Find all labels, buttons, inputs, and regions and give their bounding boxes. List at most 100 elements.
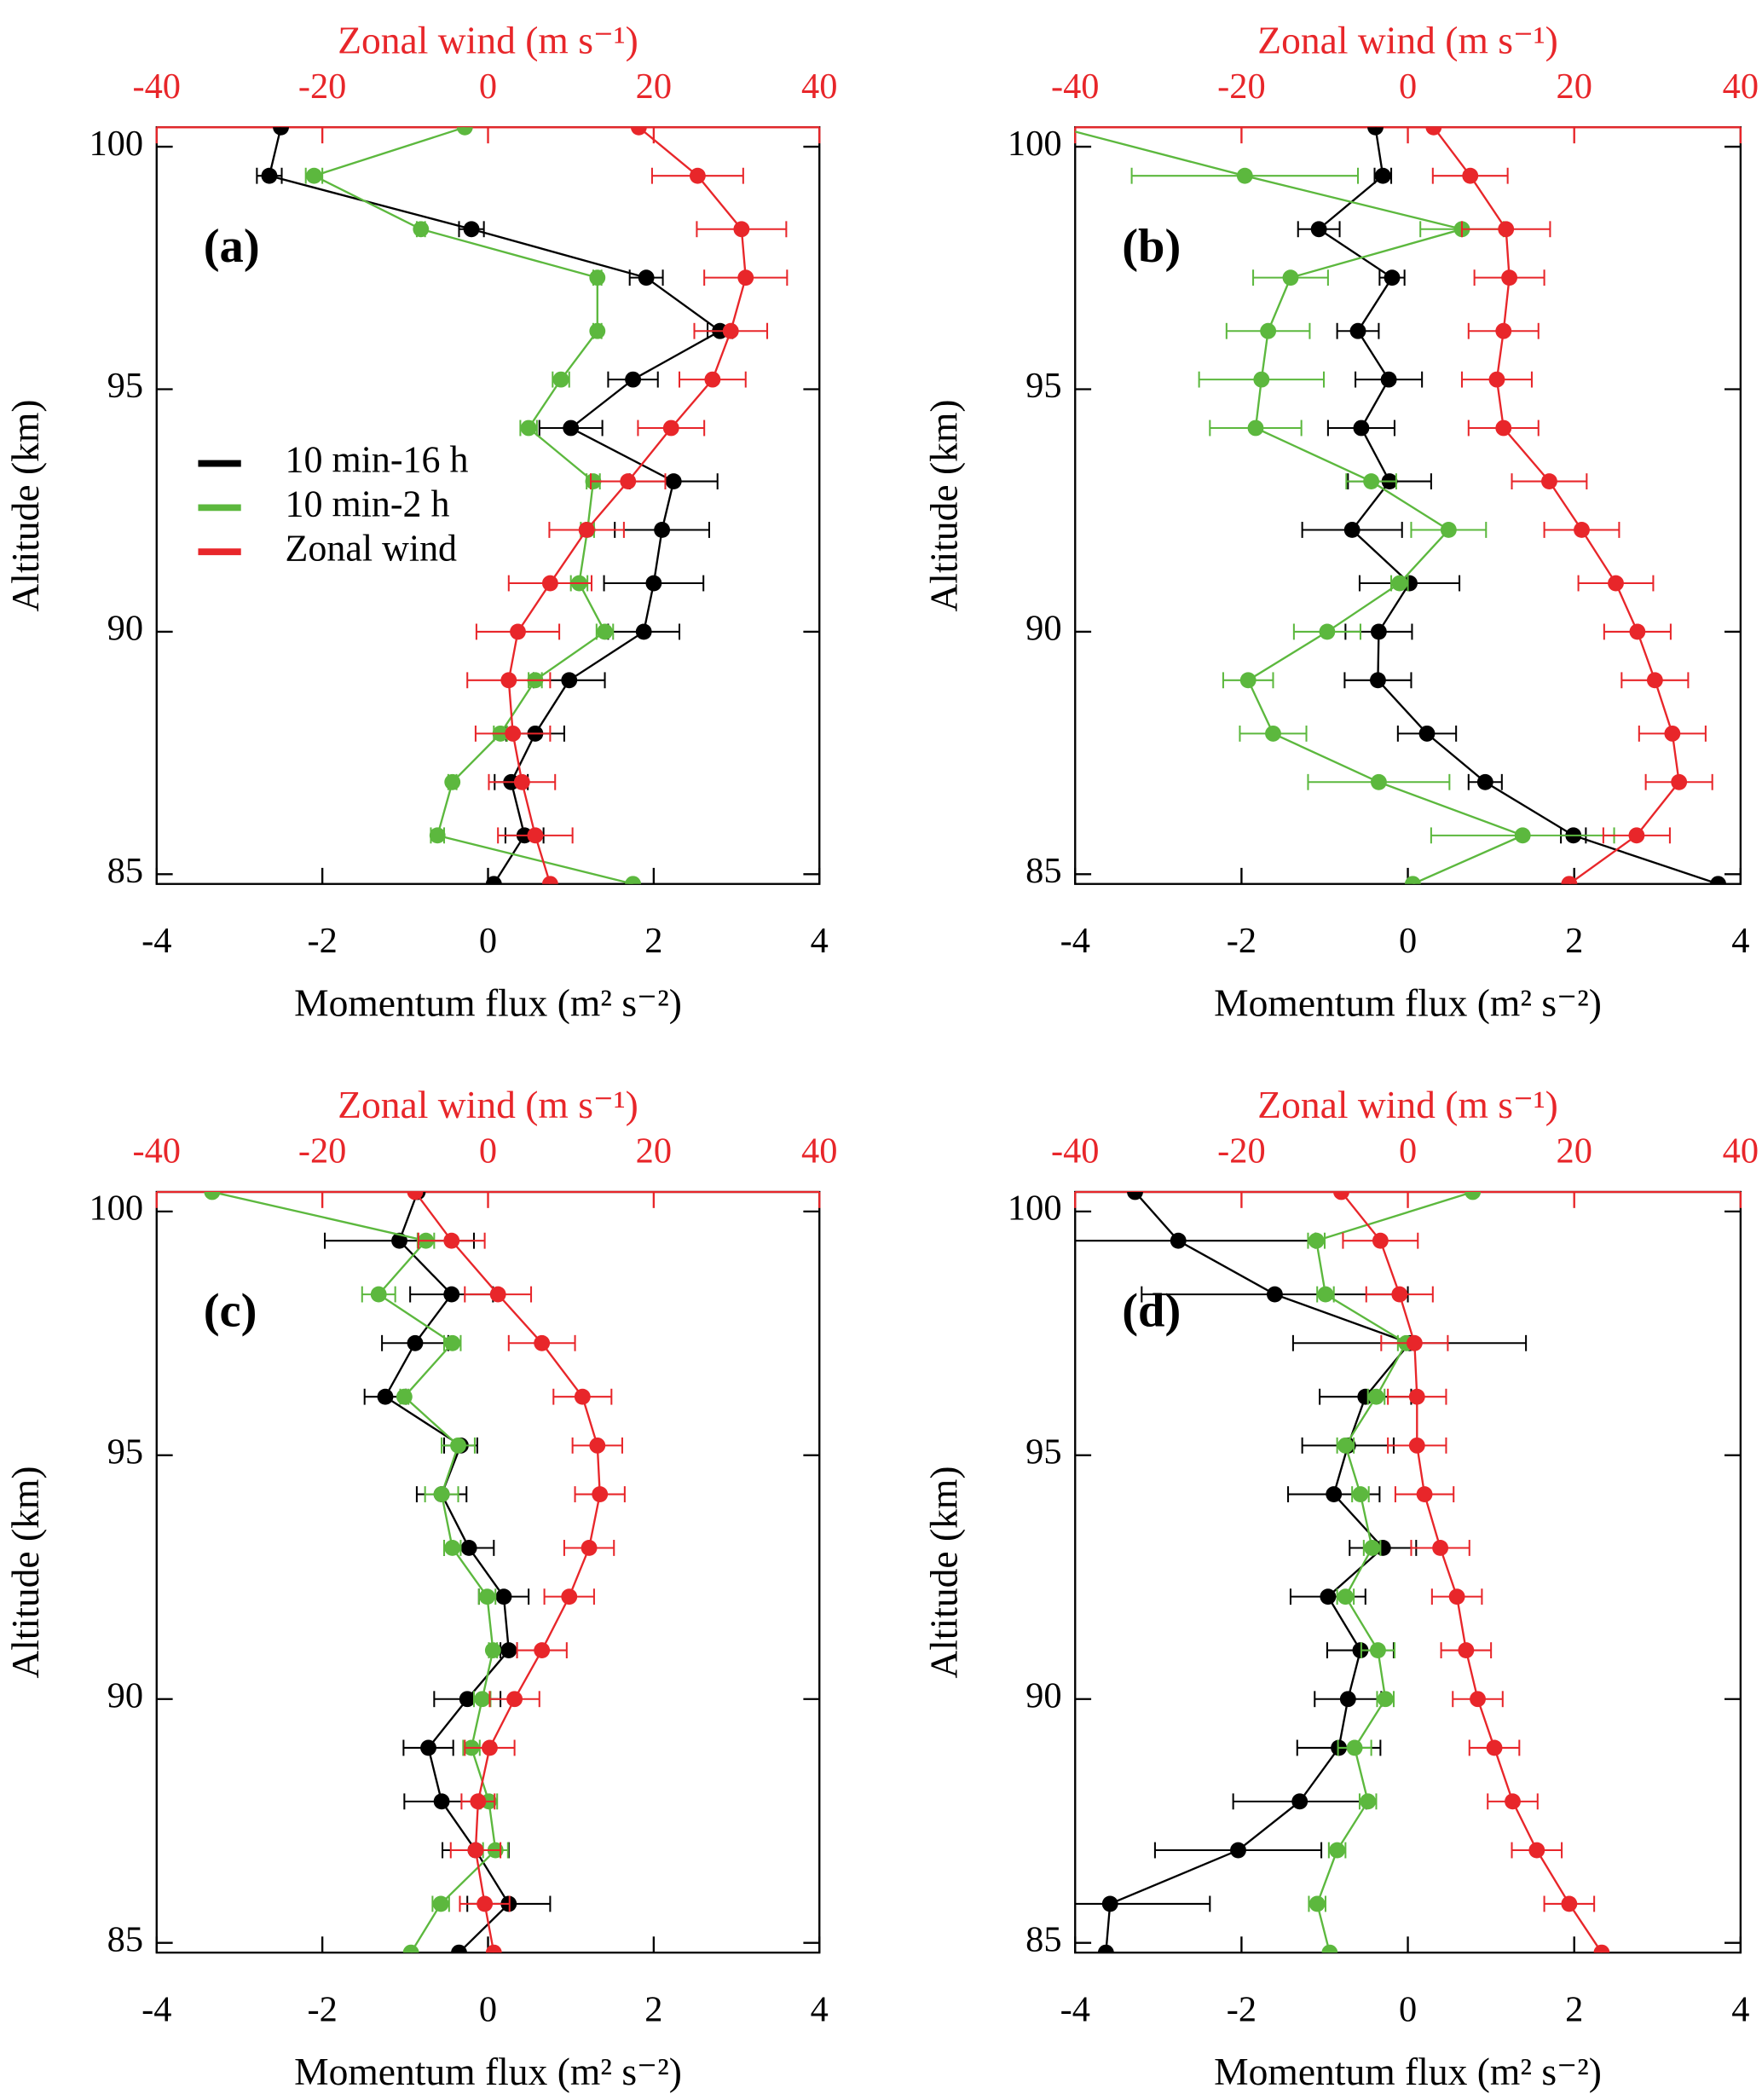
data-point: [489, 1286, 506, 1303]
data-point: [1329, 1842, 1346, 1859]
y-tick-label: 100: [89, 1189, 143, 1229]
data-point: [484, 1642, 501, 1658]
x2-tick-label: 0: [1399, 1131, 1417, 1171]
y-tick-label: 95: [1025, 366, 1061, 406]
data-point: [625, 371, 642, 388]
data-point: [592, 1486, 609, 1502]
data-point: [1317, 1286, 1334, 1303]
y-axis-title: Altitude (km): [3, 1466, 47, 1678]
x-axis-title: Momentum flux (m² s⁻²): [294, 2050, 682, 2093]
x-tick-label: 4: [1731, 921, 1749, 961]
data-point: [563, 419, 580, 437]
data-point: [1310, 221, 1327, 238]
data-point: [443, 1286, 460, 1303]
data-point: [420, 1739, 436, 1756]
x-tick-label: -2: [1227, 921, 1257, 961]
y-tick-label: 95: [107, 1432, 143, 1472]
data-point: [1608, 575, 1624, 592]
data-point: [1367, 127, 1384, 136]
data-point: [1425, 127, 1442, 136]
x2-tick-label: -20: [1217, 1131, 1266, 1171]
series-line: [268, 127, 722, 884]
data-point: [722, 322, 739, 339]
data-point: [1282, 269, 1299, 286]
y-tick-label: 100: [89, 124, 143, 164]
x2-axis-title: Zonal wind (m s⁻¹): [338, 1083, 638, 1126]
series-line: [1314, 1191, 1474, 1953]
data-point: [1239, 672, 1257, 689]
series-line: [1105, 1191, 1412, 1953]
data-point: [1127, 1191, 1143, 1200]
data-point: [459, 1691, 476, 1708]
x-tick-label: -4: [142, 1990, 171, 2030]
data-point: [1391, 575, 1408, 592]
x2-axis-title: Zonal wind (m s⁻¹): [1257, 1083, 1558, 1126]
data-point: [1470, 1691, 1486, 1708]
data-point: [444, 1540, 461, 1556]
data-point: [689, 167, 706, 184]
x-tick-label: -2: [1227, 1990, 1257, 2030]
data-point: [261, 167, 278, 184]
panel-label: (d): [1122, 1284, 1181, 1337]
data-point: [391, 1232, 407, 1249]
data-point: [1352, 1486, 1369, 1502]
x-axis-title: Momentum flux (m² s⁻²): [1214, 981, 1602, 1025]
data-point: [432, 1895, 449, 1912]
data-point: [1448, 1588, 1465, 1605]
series-line: [1317, 127, 1719, 884]
data-point: [1333, 1191, 1349, 1200]
data-point: [534, 1334, 551, 1351]
x2-tick-label: 0: [479, 1131, 497, 1171]
data-point: [1561, 1895, 1578, 1912]
data-point: [513, 773, 530, 790]
x-tick-label: 4: [1731, 1990, 1749, 2030]
data-point: [1097, 1944, 1114, 1953]
data-point: [578, 522, 595, 538]
x-tick-label: 4: [811, 921, 829, 961]
data-point: [527, 827, 544, 844]
y-tick-label: 85: [107, 851, 143, 891]
x-tick-label: 0: [1399, 921, 1417, 961]
data-point: [1561, 876, 1578, 884]
data-point: [1464, 1191, 1482, 1200]
data-point: [654, 522, 671, 538]
data-point: [1380, 371, 1397, 388]
data-point: [1406, 1334, 1423, 1351]
data-point: [534, 1642, 551, 1658]
x2-axis-title: Zonal wind (m s⁻¹): [1257, 18, 1558, 61]
x-axis-title: Momentum flux (m² s⁻²): [294, 981, 682, 1025]
data-point: [1404, 876, 1421, 884]
data-point: [1101, 1895, 1118, 1912]
x2-tick-label: -20: [298, 67, 347, 107]
data-point: [1384, 269, 1401, 286]
data-point: [1253, 371, 1270, 388]
x2-tick-label: 20: [1557, 67, 1592, 107]
data-point: [470, 1793, 487, 1810]
data-point: [1593, 1944, 1610, 1953]
data-layer: [204, 1191, 626, 1953]
series-line: [1075, 130, 1526, 884]
data-point: [1408, 1437, 1425, 1454]
data-point: [273, 127, 289, 136]
y-tick-label: 100: [1008, 124, 1062, 164]
y-tick-label: 90: [1025, 1675, 1061, 1715]
y-tick-label: 85: [1025, 1919, 1061, 1959]
data-point: [1628, 827, 1645, 844]
data-point: [407, 1334, 424, 1351]
data-point: [460, 1540, 477, 1556]
data-point: [1363, 473, 1380, 490]
data-point: [552, 371, 569, 388]
data-point: [520, 419, 537, 437]
series-line: [311, 127, 633, 884]
data-point: [662, 419, 679, 437]
data-point: [1343, 522, 1360, 538]
series-line: [1432, 127, 1680, 884]
x2-tick-label: -40: [133, 1131, 182, 1171]
data-point: [1308, 1232, 1325, 1249]
x2-axis-title: Zonal wind (m s⁻¹): [338, 18, 638, 61]
data-point: [1320, 1588, 1337, 1605]
y-tick-label: 90: [107, 1675, 143, 1715]
data-point: [1353, 419, 1370, 437]
data-point: [589, 269, 606, 286]
